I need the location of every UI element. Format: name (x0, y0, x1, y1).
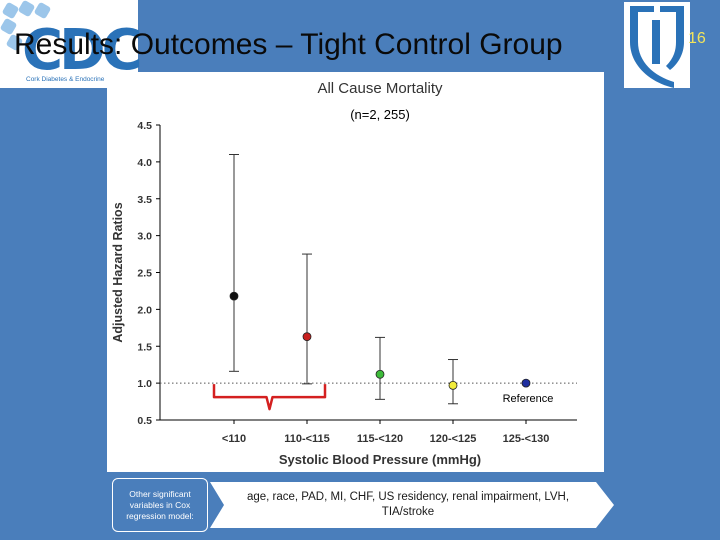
y-tick-label: 4.0 (137, 157, 152, 169)
variables-text: age, race, PAD, MI, CHF, US residency, r… (246, 491, 570, 518)
x-tick-label: 115-<120 (357, 433, 403, 445)
x-tick-label: 125-<130 (503, 433, 550, 445)
emblem-icon (630, 6, 684, 88)
x-axis-label: Systolic Blood Pressure (mmHg) (279, 452, 481, 467)
data-point (375, 369, 385, 379)
chart-subtitle: (n=2, 255) (350, 107, 410, 122)
y-tick-label: 2.5 (137, 268, 152, 280)
data-point (448, 380, 458, 390)
x-tick-label: <110 (222, 433, 246, 445)
slide-title: Results: Outcomes – Tight Control Group (14, 28, 563, 61)
x-tick-label: 120-<125 (430, 433, 477, 445)
hex-decoration-icon (17, 0, 36, 18)
y-tick-label: 1.0 (137, 378, 152, 390)
x-tick-label: 110-<115 (284, 433, 330, 445)
y-axis-label: Adjusted Hazard Ratios (111, 202, 125, 342)
y-tick-label: 3.0 (137, 231, 152, 243)
y-tick-label: 2.0 (137, 304, 152, 316)
y-tick-label: 1.5 (137, 341, 152, 353)
brace-annotation (212, 384, 327, 411)
data-point (302, 332, 312, 342)
data-point (229, 291, 239, 301)
y-tick-label: 3.5 (137, 194, 152, 206)
data-point (521, 378, 531, 388)
y-tick-label: 4.5 (137, 120, 152, 132)
y-tick-label: 0.5 (137, 415, 152, 427)
note-label: Other significant variables in Cox regre… (126, 488, 194, 521)
slide-number: 16 (688, 30, 706, 47)
hazard-ratio-chart: All Cause Mortality (n=2, 255) 0.5 1.0 1.5 2.… (111, 80, 577, 467)
chevron-arrow-icon (210, 482, 614, 528)
hex-decoration-icon (33, 1, 52, 20)
logo-left: CDC Cork Diabetes & Endocrine (0, 0, 143, 88)
logo-text: Cork Diabetes & Endocrine (26, 76, 105, 83)
variables-arrow (210, 482, 614, 528)
reference-label: Reference (503, 393, 554, 405)
note-box: Other significant variables in Cox regre… (112, 478, 208, 532)
chart-title: All Cause Mortality (317, 80, 443, 97)
logo-right (624, 2, 690, 88)
chart-panel: All Cause Mortality (n=2, 255) 0.5 1.0 1.5 2.… (107, 72, 604, 472)
hex-decoration-icon (1, 1, 20, 20)
